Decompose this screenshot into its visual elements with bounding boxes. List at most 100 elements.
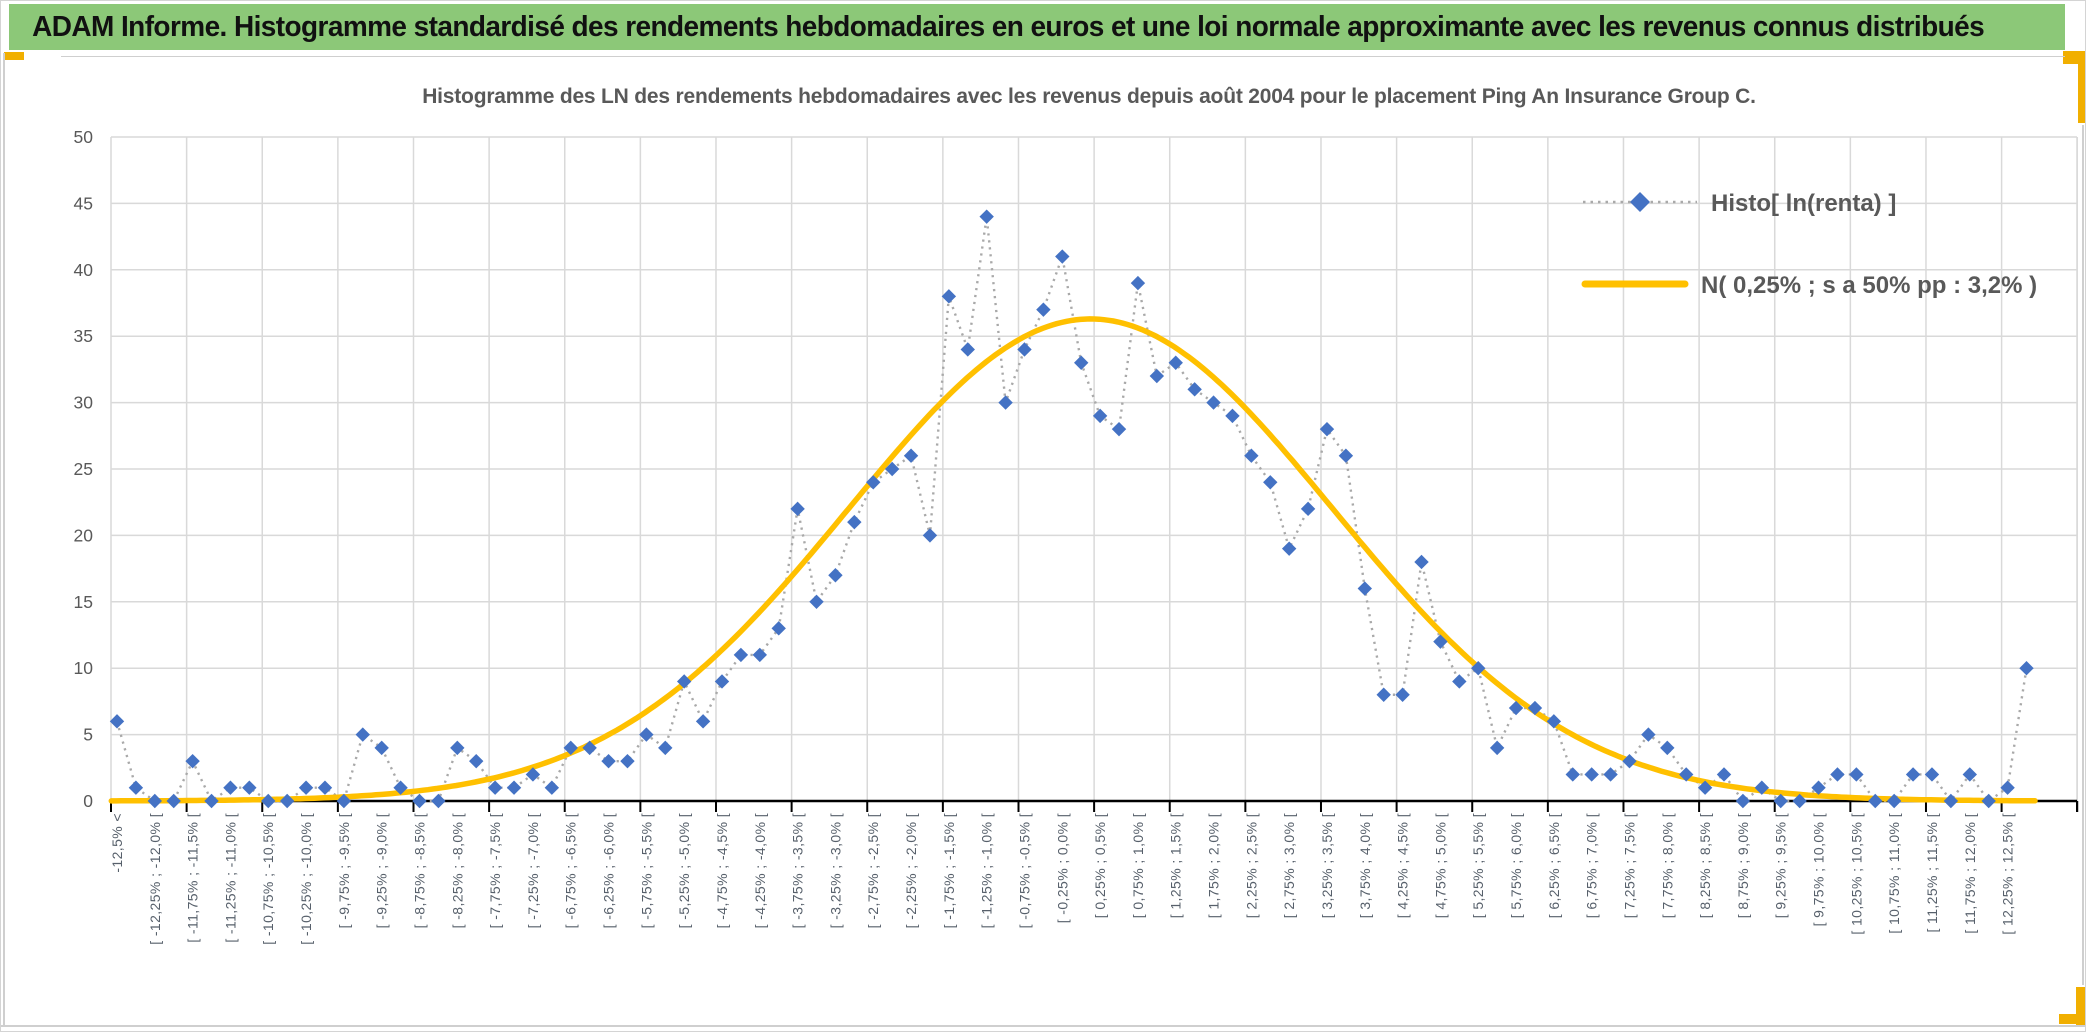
histogram-marker	[1622, 753, 1637, 769]
histogram-marker	[1565, 767, 1580, 782]
y-tick-label: 10	[74, 658, 94, 678]
x-tick-label: [ 9,25% ; 9,5% [	[1773, 813, 1789, 918]
histogram-marker	[166, 793, 181, 809]
x-tick-label: [ 7,25% ; 7,5% [	[1621, 813, 1637, 918]
x-tick-label: [ -2,25% ; -2,0% [	[903, 813, 919, 928]
y-tick-label: 45	[74, 193, 93, 213]
x-tick-label: [ 10,25% ; 10,5% [	[1848, 813, 1864, 935]
x-tick-label: [ -3,25% ; -3,0% [	[827, 813, 843, 928]
histogram-marker	[1017, 342, 1032, 357]
histogram-marker	[1735, 793, 1751, 809]
x-tick-label: [ 8,75% ; 9,0% [	[1735, 813, 1751, 918]
histogram-marker	[374, 740, 389, 756]
x-axis-labels: -12,5% < [ -12,25% ; -12,0% [[ -11,75% ; …	[109, 813, 2016, 945]
x-tick-label: [ 10,75% ; 11,0% [	[1886, 813, 1902, 934]
histogram-marker	[733, 647, 749, 663]
histogram-marker	[1092, 408, 1108, 424]
x-tick-label: -12,5% <	[109, 813, 125, 873]
histogram-marker	[960, 342, 975, 357]
right-border-line	[2082, 125, 2084, 985]
x-tick-label: [ -11,25% ; -11,0% [	[222, 813, 238, 943]
histogram-marker	[1395, 687, 1410, 702]
x-tick-label: [ 9,75% ; 10,0% [	[1811, 813, 1827, 926]
histogram-marker	[1244, 448, 1259, 463]
normal-curve	[108, 316, 2038, 804]
histogram-marker	[1830, 767, 1845, 782]
left-border-line	[3, 53, 5, 1025]
histogram-marker	[1168, 355, 1183, 370]
histogram-marker	[1036, 302, 1051, 317]
x-tick-label: [ -7,25% ; -7,0% [	[525, 813, 541, 928]
x-tick-label: [ -3,75% ; -3,5% [	[790, 813, 806, 928]
histogram-marker	[1660, 740, 1675, 756]
histogram-marker	[998, 395, 1013, 410]
histogram-marker	[544, 780, 560, 795]
histogram-marker	[1886, 793, 1902, 809]
histogram-marker	[261, 793, 276, 809]
histogram-marker	[601, 753, 616, 769]
histogram-marker	[1187, 382, 1202, 397]
x-tick-label: [ 0,25% ; 0,5% [	[1092, 813, 1108, 918]
x-tick-label: [ -9,75% ; -9,5% [	[336, 813, 352, 928]
histogram-marker	[809, 594, 824, 609]
histogram-marker	[1414, 554, 1429, 570]
histogram-marker	[109, 714, 125, 729]
histogram-marker	[1868, 793, 1883, 809]
histogram-marker	[1357, 581, 1372, 596]
x-tick-label: [ 3,75% ; 4,0% [	[1357, 813, 1373, 918]
gold-accent-bottom-right-v	[2076, 987, 2085, 1025]
histogram-marker	[771, 621, 786, 636]
x-tick-label: [ -1,75% ; -1,5% [	[941, 813, 957, 928]
chart-title: Histogramme des LN des rendements hebdom…	[422, 85, 1756, 108]
x-tick-label: [ 5,75% ; 6,0% [	[1508, 813, 1524, 918]
histogram-marker	[506, 780, 522, 795]
x-tick-label: [ -12,25% ; -12,0% [	[147, 813, 163, 945]
x-tick-label: [ 6,75% ; 7,0% [	[1584, 813, 1600, 918]
histogram-marker	[1641, 727, 1656, 742]
histogram-marker	[1697, 780, 1713, 795]
histogram-marker	[922, 528, 938, 543]
x-tick-label: [ 6,25% ; 6,5% [	[1546, 813, 1562, 918]
histogram-marker	[582, 740, 597, 756]
histogram-marker	[1376, 687, 1391, 702]
histogram-marker	[790, 501, 805, 517]
x-tick-label: [ -2,75% ; -2,5% [	[865, 813, 881, 928]
histogram-marker	[1754, 780, 1770, 795]
bottom-divider-line	[1, 1025, 2085, 1027]
x-tick-label: [ 7,75% ; 8,0% [	[1659, 813, 1675, 918]
x-tick-label: [ 2,75% ; 3,0% [	[1281, 813, 1297, 918]
x-tick-label: [ -7,75% ; -7,5% [	[487, 813, 503, 928]
histogram-marker	[1263, 475, 1278, 490]
histogram-marker	[1603, 767, 1618, 782]
x-tick-label: [ -4,75% ; -4,5% [	[714, 813, 730, 928]
histogram-marker	[1281, 541, 1297, 556]
x-tick-label: [ 12,25% ; 12,5% [	[2000, 813, 2016, 935]
histogram-marker	[1433, 634, 1448, 649]
histogram-marker	[1300, 501, 1316, 517]
legend-entry-histogram: Histo[ ln(renta) ]	[1581, 181, 2061, 227]
y-tick-label: 25	[74, 459, 93, 479]
header-banner: ADAM Informe. Histogramme standardisé de…	[9, 4, 2065, 50]
gold-accent-bottom-right-h	[2059, 1014, 2085, 1024]
x-tick-label: [ -10,75% ; -10,5% [	[260, 813, 276, 945]
histogram-marker	[1206, 395, 1221, 410]
histogram-marker	[1319, 421, 1335, 437]
histogram-marker	[1055, 249, 1070, 264]
histogram-marker	[1849, 767, 1864, 782]
header-title: ADAM Informe. Histogramme standardisé de…	[32, 10, 1985, 43]
x-tick-label: [ 4,75% ; 5,0% [	[1432, 813, 1448, 918]
y-tick-label: 35	[74, 326, 93, 346]
histogram-marker	[469, 753, 484, 769]
x-tick-label: [ -9,25% ; -9,0% [	[374, 813, 390, 928]
x-tick-label: [ 5,25% ; 5,5% [	[1470, 813, 1486, 918]
x-tick-label: [ 1,25% ; 1,5% [	[1168, 813, 1184, 918]
histogram-marker	[1962, 767, 1977, 782]
histogram-marker	[714, 674, 730, 689]
histogram-marker	[1811, 780, 1826, 795]
histogram-marker	[866, 475, 881, 490]
histogram-marker	[450, 740, 465, 756]
x-tick-label: [ 11,25% ; 11,5% [	[1924, 813, 1940, 933]
x-tick-label: [ -5,75% ; -5,5% [	[638, 813, 654, 928]
